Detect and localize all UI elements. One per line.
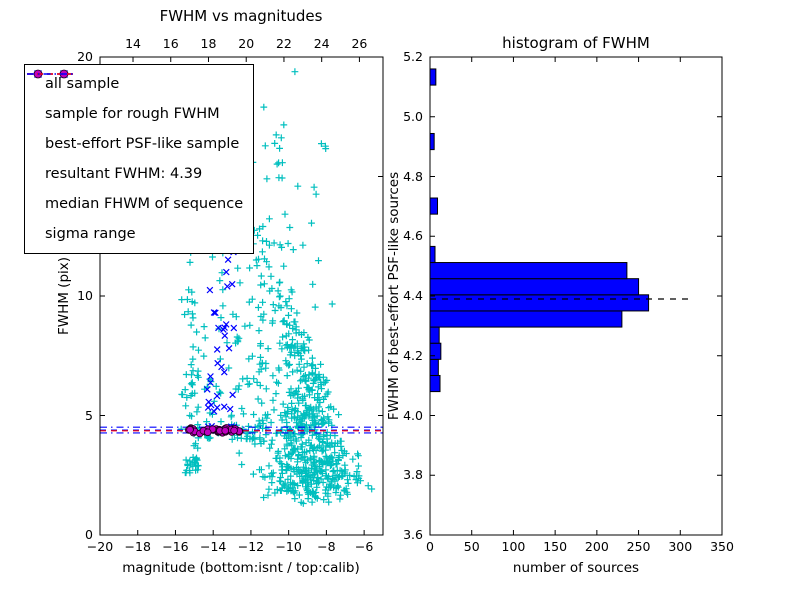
left-plot	[99, 56, 384, 536]
legend-item-5: sigma range	[27, 73, 243, 249]
tick-label: 16	[162, 36, 179, 51]
tick-label: 4.4	[403, 287, 423, 303]
right-plot-title: histogram of FWHM	[502, 34, 650, 52]
legend-item-3: resultant FWHM: 4.39	[27, 73, 243, 189]
tick-label: 0	[426, 539, 434, 554]
legend-item-1: sample for rough FWHM	[34, 70, 243, 129]
tick-label: −14	[199, 539, 227, 554]
tick-label: −18	[124, 539, 151, 554]
tick-label: 350	[710, 539, 734, 554]
legend-item-label: sigma range	[45, 226, 136, 242]
legend-item-label: best-effort PSF-like sample	[45, 136, 240, 152]
tick-label: 4.6	[403, 228, 423, 243]
tick-label: −8	[317, 539, 336, 554]
right-plot	[429, 56, 723, 536]
tick-label: 5	[85, 407, 93, 423]
tick-label: −20	[86, 539, 114, 554]
tick-label: 4.8	[403, 168, 423, 184]
tick-label: 10	[77, 287, 93, 303]
tick-label: 24	[313, 36, 330, 51]
left-plot-xlabel: magnitude (bottom:isnt / top:calib)	[122, 560, 360, 576]
tick-label: 20	[77, 48, 93, 64]
tick-label: 20	[238, 36, 255, 51]
tick-label: 18	[200, 36, 217, 51]
tick-label: 14	[125, 36, 141, 51]
tick-label: 150	[543, 539, 568, 554]
tick-label: 250	[626, 539, 651, 554]
tick-label: 0	[85, 526, 93, 542]
tick-label: −10	[275, 539, 302, 554]
tick-label: 5.0	[403, 108, 423, 124]
legend-item-label: median FHWM of sequence	[45, 196, 244, 212]
dashdot-line-icon	[27, 73, 75, 75]
tick-label: 22	[275, 36, 292, 51]
tick-label: 300	[668, 539, 693, 554]
right-plot-ylabel: FWHM of best-effort PSF-like sources	[386, 171, 402, 421]
tick-label: 200	[584, 539, 609, 554]
legend-item-label: resultant FWHM: 4.39	[45, 166, 203, 182]
tick-label: −12	[237, 539, 265, 554]
tick-label: 3.6	[403, 526, 423, 542]
legend-item-2: best-effort PSF-like sample	[33, 69, 243, 159]
tick-label: −16	[162, 539, 189, 554]
left-plot-title: FWHM vs magnitudes	[159, 7, 323, 25]
left-plot-ylabel: FWHM (pix)	[56, 256, 72, 336]
tick-label: 5.2	[403, 48, 423, 64]
legend: all sample sample for rough FWHM best-effo…	[24, 64, 255, 254]
tick-label: 100	[501, 539, 526, 554]
tick-label: 3.8	[403, 467, 423, 482]
tick-label: 4.2	[403, 347, 423, 363]
tick-label: −6	[354, 539, 374, 554]
tick-label: 4.0	[403, 407, 423, 423]
right-plot-xlabel: number of sources	[512, 560, 640, 576]
tick-label: 50	[463, 539, 480, 554]
legend-item-label: sample for rough FWHM	[45, 106, 220, 122]
legend-item-4: median FHWM of sequence	[27, 73, 244, 219]
legend-item-label: all sample	[45, 76, 120, 92]
tick-label: 26	[351, 36, 368, 51]
